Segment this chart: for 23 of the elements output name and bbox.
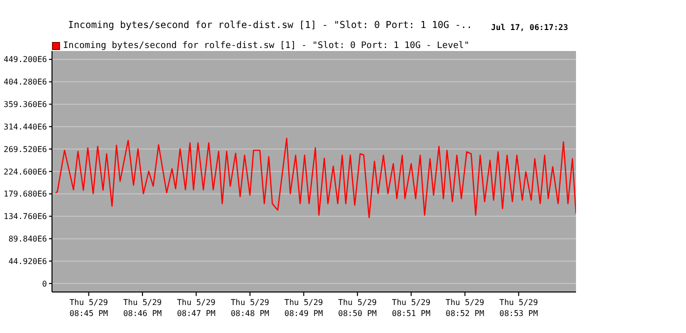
x-tick-label: Thu 5/29 08:45 PM	[69, 298, 108, 318]
x-tick-label: Thu 5/29 08:50 PM	[338, 298, 377, 318]
y-tick-label: 134.760E6	[4, 212, 48, 222]
x-tick-label: Thu 5/29 08:47 PM	[176, 298, 216, 318]
chart-subtitle: Jul 17, 06:17:23	[491, 23, 568, 32]
y-tick-label: 0	[42, 279, 48, 288]
y-tick-label: 269.520E6	[4, 144, 48, 154]
chart-title: Incoming bytes/second for rolfe-dist.sw [1] - "Slot: 0 Port: 1 10G -..	[68, 20, 472, 31]
y-tick-label: 449.200E6	[4, 55, 48, 64]
x-tick-label: Thu 5/29 08:49 PM	[284, 298, 324, 318]
y-tick-label: 44.920E6	[8, 256, 48, 266]
y-tick-label: 359.360E6	[4, 100, 48, 110]
x-tick-label: Thu 5/29 08:48 PM	[230, 298, 270, 318]
x-tick-label: Thu 5/29 08:46 PM	[123, 298, 162, 318]
y-tick-label: 179.680E6	[4, 190, 48, 199]
y-tick-label: 89.840E6	[8, 234, 48, 244]
x-tick-label: Thu 5/29 08:51 PM	[392, 298, 431, 318]
y-tick-label: 404.280E6	[4, 78, 48, 87]
x-tick-label: Thu 5/29 08:53 PM	[499, 298, 538, 318]
x-tick-label: Thu 5/29 08:52 PM	[446, 298, 484, 318]
legend-label: Incoming bytes/second for rolfe-dist.sw [1] - "Slot: 0 Port: 1 10G - Level"	[63, 41, 470, 51]
y-tick-label: 224.600E6	[4, 167, 48, 176]
y-tick-label: 314.440E6	[4, 122, 48, 132]
